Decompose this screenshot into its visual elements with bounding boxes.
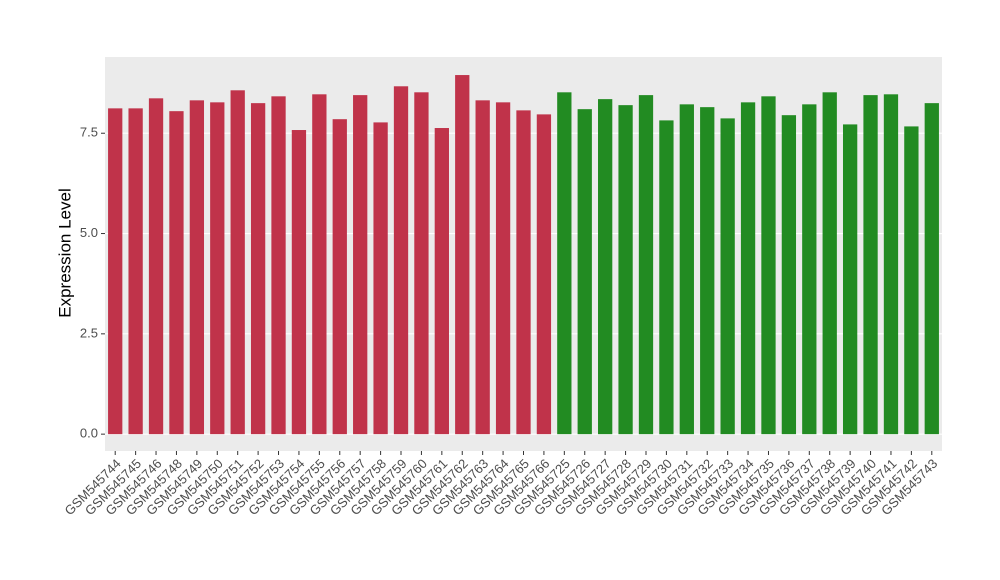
y-tick-label: 5.0: [80, 225, 98, 240]
bar: [802, 104, 817, 435]
bar: [720, 118, 735, 435]
bar: [863, 95, 878, 435]
bar: [577, 109, 592, 435]
bar: [189, 100, 205, 435]
bar: [536, 114, 552, 435]
bar: [108, 108, 123, 435]
bar: [557, 92, 572, 435]
bar: [904, 126, 919, 435]
bar: [495, 102, 511, 435]
bar: [761, 96, 776, 435]
bar: [883, 94, 899, 435]
y-axis-label: Expression Level: [55, 188, 74, 317]
bar: [781, 115, 797, 435]
bar: [598, 99, 613, 435]
bar: [924, 103, 939, 435]
bar: [148, 98, 164, 435]
bar: [638, 95, 654, 435]
bar: [516, 110, 531, 435]
bar: [169, 111, 184, 435]
bar: [373, 122, 388, 435]
bar: [210, 102, 225, 435]
bar: [618, 105, 633, 435]
bar: [822, 92, 837, 435]
bar: [434, 128, 449, 435]
y-tick-label: 0.0: [80, 426, 98, 441]
bar: [353, 95, 368, 435]
bar: [230, 90, 245, 435]
bar: [271, 96, 286, 435]
bar: [414, 92, 429, 435]
bar: [679, 104, 694, 435]
bar: [740, 102, 756, 435]
y-tick-label: 7.5: [80, 125, 98, 140]
bar: [312, 94, 327, 435]
bar: [332, 119, 347, 435]
bar: [475, 100, 490, 435]
bar: [659, 120, 674, 435]
bar: [250, 103, 266, 435]
bar: [700, 107, 715, 435]
bar: [842, 124, 858, 435]
bar: [455, 75, 470, 435]
bar: [291, 130, 307, 435]
bar: [128, 108, 143, 435]
bar: [393, 86, 409, 435]
y-tick-label: 2.5: [80, 325, 98, 340]
